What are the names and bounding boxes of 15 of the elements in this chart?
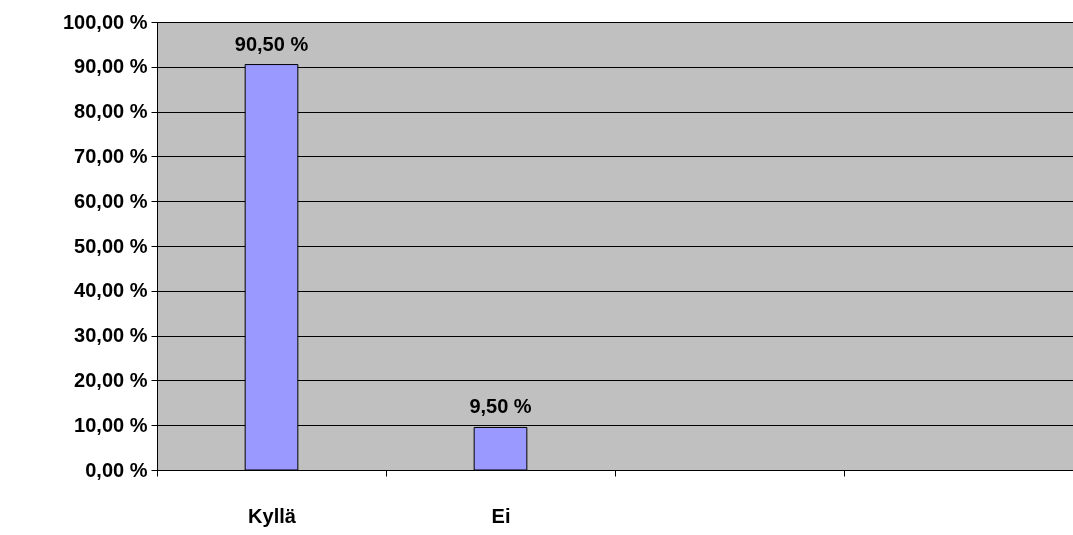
x-tick-label: Ei [491,504,511,527]
y-tick-label: 10,00 % [74,413,148,436]
y-tick-label: 100,00 % [62,10,148,33]
y-tick-label: 20,00 % [74,368,148,391]
x-tick-label: Kyllä [248,504,297,527]
y-tick-label: 30,00 % [74,324,148,347]
y-tick-label: 60,00 % [74,189,148,212]
y-tick-label: 70,00 % [74,144,148,167]
y-tick-label: 40,00 % [74,279,148,302]
y-tick-label: 50,00 % [74,234,148,257]
data-label: 90,50 % [234,32,309,55]
data-label: 9,50 % [469,395,532,418]
y-tick-label: 90,00 % [74,55,148,78]
y-tick-label: 80,00 % [74,100,148,123]
y-tick-label: 0,00 % [85,458,148,481]
